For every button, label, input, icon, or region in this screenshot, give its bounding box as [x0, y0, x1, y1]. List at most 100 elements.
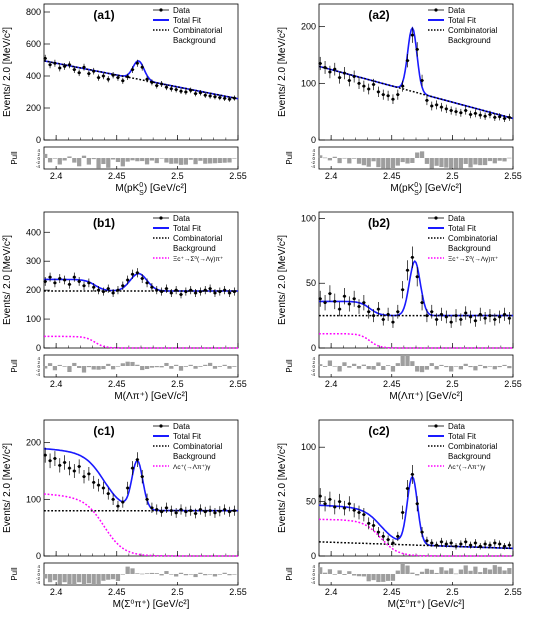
- data-point: [478, 113, 482, 117]
- x-tick-label: 2.4: [325, 171, 338, 181]
- data-point: [435, 543, 439, 547]
- pull-bar: [318, 155, 323, 158]
- background-curve: [43, 60, 239, 100]
- legend-entry: Total Fit: [173, 432, 202, 441]
- x-tick-label: 2.45: [383, 171, 401, 181]
- data-point: [381, 318, 385, 322]
- pull-bar: [154, 573, 159, 574]
- data-point: [53, 457, 57, 461]
- pull-bar: [502, 570, 507, 574]
- panel-label: (b2): [368, 216, 390, 230]
- data-point: [48, 459, 52, 463]
- pull-bar: [361, 158, 366, 166]
- data-point: [194, 92, 198, 96]
- pull-bar: [502, 158, 507, 162]
- pull-bar: [115, 574, 121, 581]
- data-point: [169, 87, 173, 91]
- pull-bar: [47, 363, 53, 366]
- pull-tick-label: -4: [36, 164, 40, 169]
- data-point: [169, 291, 173, 295]
- data-point: [362, 513, 366, 517]
- data-point: [92, 69, 96, 73]
- data-point: [439, 540, 443, 544]
- data-point: [488, 543, 492, 547]
- data-point: [111, 497, 115, 501]
- legend-data-marker: [434, 424, 438, 428]
- pull-tick-label: 2: [312, 360, 315, 365]
- data-point: [391, 97, 395, 101]
- pull-bar: [385, 158, 391, 169]
- pull-bar: [473, 158, 478, 165]
- data-point: [469, 315, 473, 319]
- legend-entry: Data: [173, 6, 190, 15]
- pull-tick-label: -4: [311, 580, 315, 585]
- data-point: [347, 302, 351, 306]
- data-point: [208, 94, 212, 98]
- data-point: [169, 509, 173, 513]
- pull-bar: [106, 574, 111, 580]
- data-point: [145, 77, 149, 81]
- data-point: [208, 287, 212, 291]
- y-tick-label: 100: [26, 494, 41, 504]
- pull-bar: [482, 366, 488, 369]
- x-tick-label: 2.4: [325, 379, 338, 389]
- pull-bar: [395, 363, 400, 366]
- data-point: [381, 534, 385, 538]
- y-tick-label: 0: [311, 343, 316, 353]
- pull-bar: [174, 158, 179, 164]
- pull-tick-label: -2: [311, 368, 315, 373]
- pull-bar: [458, 366, 463, 370]
- data-point: [228, 510, 232, 514]
- pull-bar: [135, 158, 140, 162]
- data-point: [150, 80, 154, 84]
- data-point: [333, 505, 337, 509]
- x-axis-label: M(Λπ⁺) [GeV/c²]: [114, 391, 188, 402]
- pull-bar: [497, 158, 502, 161]
- pull-bar: [453, 366, 459, 367]
- panel-a1: 0 200 400 600 800 2.4 2.45 2.5 2.55 Events/ 2.0 […: [2, 3, 247, 197]
- pull-bar: [449, 568, 454, 574]
- pull-bar: [227, 574, 232, 576]
- data-point: [323, 301, 327, 305]
- pull-bar: [453, 573, 459, 575]
- pull-bar: [482, 567, 488, 574]
- y-tick-label: 300: [26, 256, 41, 266]
- legend-entry: Ξc⁺→Σ⁰(→Λγ)π⁺: [173, 255, 224, 263]
- pull-bar: [395, 158, 400, 166]
- data-point: [203, 93, 207, 97]
- y-axis-label: Events/ 2.0 [MeV/c²]: [2, 443, 13, 533]
- legend-entry: Data: [173, 214, 190, 223]
- data-point: [483, 316, 487, 320]
- pull-bar: [227, 366, 232, 369]
- pull-bar: [159, 574, 164, 576]
- legend-data-marker: [434, 8, 438, 12]
- pull-bar: [120, 574, 125, 575]
- pull-tick-label: -2: [311, 576, 315, 581]
- data-point: [131, 68, 135, 72]
- pull-bar: [110, 574, 116, 580]
- pull-bar: [159, 158, 164, 159]
- pull-bar: [468, 570, 473, 574]
- data-point: [160, 510, 164, 514]
- pull-bar: [395, 570, 400, 574]
- y-tick-label: 200: [301, 22, 316, 32]
- pull-bar: [371, 574, 376, 581]
- pull-bar: [419, 151, 425, 158]
- pull-bar: [347, 158, 352, 164]
- pull-bar: [125, 361, 130, 366]
- data-point: [189, 509, 193, 513]
- data-point: [67, 63, 71, 67]
- data-point: [43, 279, 47, 283]
- y-axis-label: Events/ 2.0 [MeV/c²]: [277, 235, 288, 325]
- pull-tick-label: -4: [36, 372, 40, 377]
- pull-bar: [424, 366, 430, 370]
- x-tick-label: 2.55: [229, 379, 247, 389]
- x-tick-label: 2.4: [50, 171, 63, 181]
- plot-frame: [318, 3, 514, 141]
- legend-entry: Data: [173, 422, 190, 431]
- pull-bar: [203, 364, 208, 366]
- y-axis-label: Events/ 2.0 [MeV/c²]: [2, 235, 13, 325]
- pull-bar: [492, 366, 497, 370]
- pull-bar: [487, 366, 493, 367]
